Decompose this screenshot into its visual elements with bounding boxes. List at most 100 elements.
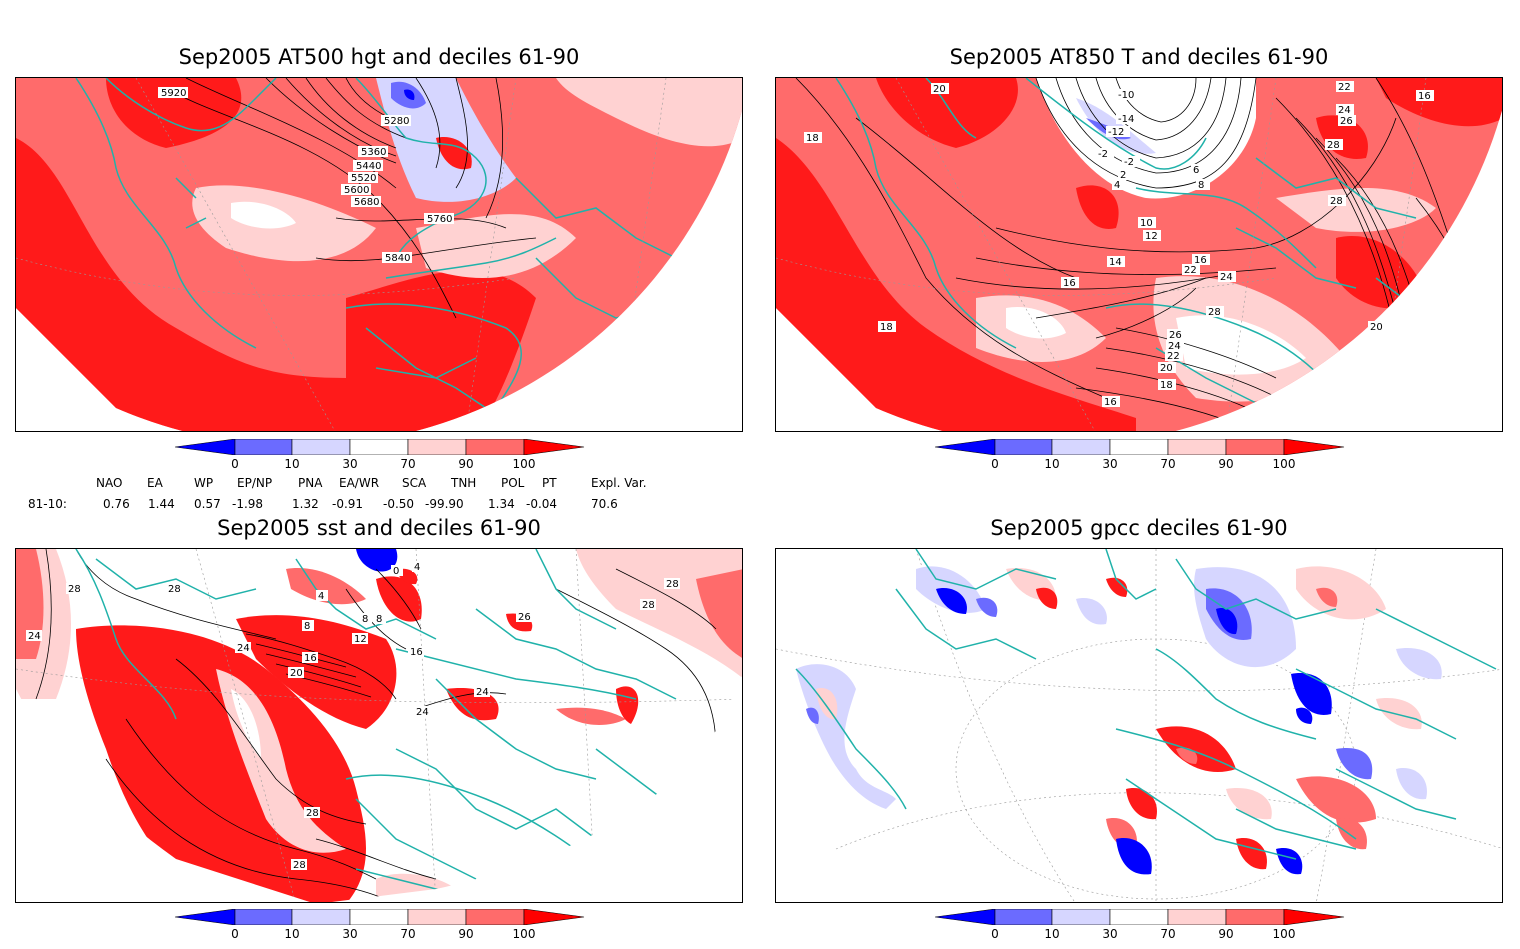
sst-contour-label: 24 <box>28 631 41 642</box>
hgt-contour-label: 5760 <box>427 214 452 225</box>
t850-contour-label: 14 <box>1109 257 1122 268</box>
index-value: 70.6 <box>591 497 618 511</box>
t850-contour-label: 2 <box>1120 170 1126 181</box>
colorbar-swatches <box>935 439 1345 455</box>
t850-contour-label: 20 <box>1370 322 1383 333</box>
map-panel-t850: 20 18 -10 -14 -12 -2 -2 2 4 6 8 10 12 14… <box>775 77 1503 432</box>
t850-contour-label: 16 <box>1104 397 1117 408</box>
colorbar-tick: 70 <box>1160 927 1176 941</box>
t850-contour-label: 28 <box>1330 196 1343 207</box>
sst-contour-label: 24 <box>416 707 429 718</box>
hgt-contour-label: 5280 <box>384 116 409 127</box>
t850-contour-label: 12 <box>1145 231 1158 242</box>
colorbar-tick: 100 <box>512 927 536 941</box>
sst-contour-label: 8 <box>376 614 382 625</box>
t850-contour-label: 4 <box>1114 180 1120 191</box>
map-t850: 20 18 -10 -14 -12 -2 -2 2 4 6 8 10 12 14… <box>776 78 1502 431</box>
map-gpcc <box>776 549 1502 902</box>
t850-contour-label: 20 <box>933 84 946 95</box>
index-value: 0.57 <box>194 497 221 511</box>
t850-contour-label: 24 <box>1220 272 1233 283</box>
colorbar-top-right: 0 10 30 70 90 100 <box>935 439 1355 479</box>
hgt-contour-label: 5360 <box>361 147 386 158</box>
t850-contour-label: 26 <box>1340 116 1353 127</box>
colorbar-tick: 30 <box>342 927 358 941</box>
t850-contour-label: 26 <box>1169 330 1182 341</box>
t850-contour-label: 6 <box>1193 165 1199 176</box>
index-value: -0.04 <box>526 497 558 511</box>
sst-contour-label: 8 <box>304 621 310 632</box>
map-hgt: 5920 5280 5360 5440 5520 5600 5680 5760 … <box>16 78 742 431</box>
index-header: PT <box>542 476 557 490</box>
sst-contour-label: 28 <box>306 808 319 819</box>
colorbar-tick: 0 <box>231 927 239 941</box>
t850-contour-label: -12 <box>1108 127 1124 138</box>
colorbar-swatches <box>175 439 585 455</box>
index-header: EP/NP <box>237 476 273 490</box>
index-header: POL <box>501 476 525 490</box>
t850-contour-label: 24 <box>1168 341 1181 352</box>
index-header: EA <box>147 476 163 490</box>
colorbar-tick: 0 <box>991 927 999 941</box>
colorbar-top-left: 0 10 30 70 90 100 <box>175 439 595 479</box>
t850-contour-label: 28 <box>1208 307 1221 318</box>
panel-title-gpcc: Sep2005 gpcc deciles 61-90 <box>990 516 1288 540</box>
sst-contour-label: 28 <box>293 860 306 871</box>
t850-contour-label: 18 <box>1160 380 1173 391</box>
hgt-contour-label: 5840 <box>385 253 410 264</box>
colorbar-bottom-left: 0 10 30 70 90 100 <box>175 909 595 949</box>
map-panel-gpcc <box>775 548 1503 903</box>
map-panel-sst: 28 28 24 24 20 16 12 8 8 8 4 0 4 24 24 1… <box>15 548 743 903</box>
sst-contour-label: 28 <box>68 584 81 595</box>
index-header: PNA <box>298 476 323 490</box>
colorbar-tick: 90 <box>458 927 474 941</box>
colorbar-tick: 10 <box>284 457 300 471</box>
hgt-contour-label: 5680 <box>354 197 379 208</box>
colorbar-tick: 70 <box>400 457 416 471</box>
colorbar-bottom-right: 0 10 30 70 90 100 <box>935 909 1355 949</box>
sst-contour-label: 24 <box>237 643 250 654</box>
t850-contour-label: 22 <box>1338 82 1351 93</box>
colorbar-tick: 90 <box>1218 927 1234 941</box>
t850-contour-label: 16 <box>1063 278 1076 289</box>
sst-contour-label: 4 <box>414 562 420 573</box>
t850-contour-label: 18 <box>806 133 819 144</box>
t850-contour-label: 22 <box>1167 351 1180 362</box>
colorbar-swatches <box>935 909 1345 925</box>
panel-title-sst: Sep2005 sst and deciles 61-90 <box>217 516 541 540</box>
index-value: 1.34 <box>488 497 515 511</box>
index-value: 0.76 <box>103 497 130 511</box>
colorbar-tick: 30 <box>342 457 358 471</box>
contour-labels-hgt: 5920 5280 5360 5440 5520 5600 5680 5760 … <box>158 87 454 264</box>
index-header: Expl. Var. <box>591 476 647 490</box>
map-sst: 28 28 24 24 20 16 12 8 8 8 4 0 4 24 24 1… <box>16 549 742 902</box>
t850-contour-label: -14 <box>1118 114 1134 125</box>
colorbar-tick: 30 <box>1102 927 1118 941</box>
sst-contour-label: 24 <box>476 687 489 698</box>
index-value: 1.32 <box>292 497 319 511</box>
colorbar-tick: 90 <box>1218 457 1234 471</box>
colorbar-tick: 0 <box>231 457 239 471</box>
sst-contour-label: 28 <box>642 600 655 611</box>
index-header: TNH <box>451 476 477 490</box>
colorbar-tick: 100 <box>1272 457 1296 471</box>
t850-contour-label: -10 <box>1118 90 1134 101</box>
sst-contour-label: 20 <box>290 668 303 679</box>
colorbar-tick: 30 <box>1102 457 1118 471</box>
sst-contour-label: 12 <box>354 634 367 645</box>
sst-contour-label: 16 <box>304 653 317 664</box>
index-header: WP <box>194 476 214 490</box>
panel-title-t850: Sep2005 AT850 T and deciles 61-90 <box>949 45 1329 69</box>
index-header: NAO <box>96 476 123 490</box>
colorbar-tick: 10 <box>1044 927 1060 941</box>
t850-contour-label: 16 <box>1418 91 1431 102</box>
t850-contour-label: 8 <box>1198 180 1204 191</box>
contour-labels-sst: 28 28 24 24 20 16 12 8 8 8 4 0 4 24 24 1… <box>26 561 680 871</box>
index-value: -0.50 <box>383 497 415 511</box>
hgt-contour-label: 5440 <box>356 161 381 172</box>
index-value: -0.91 <box>332 497 364 511</box>
colorbar-tick: 90 <box>458 457 474 471</box>
colorbar-swatches <box>175 909 585 925</box>
index-row-label: 81-10: <box>28 497 67 511</box>
t850-contour-label: 18 <box>880 322 893 333</box>
